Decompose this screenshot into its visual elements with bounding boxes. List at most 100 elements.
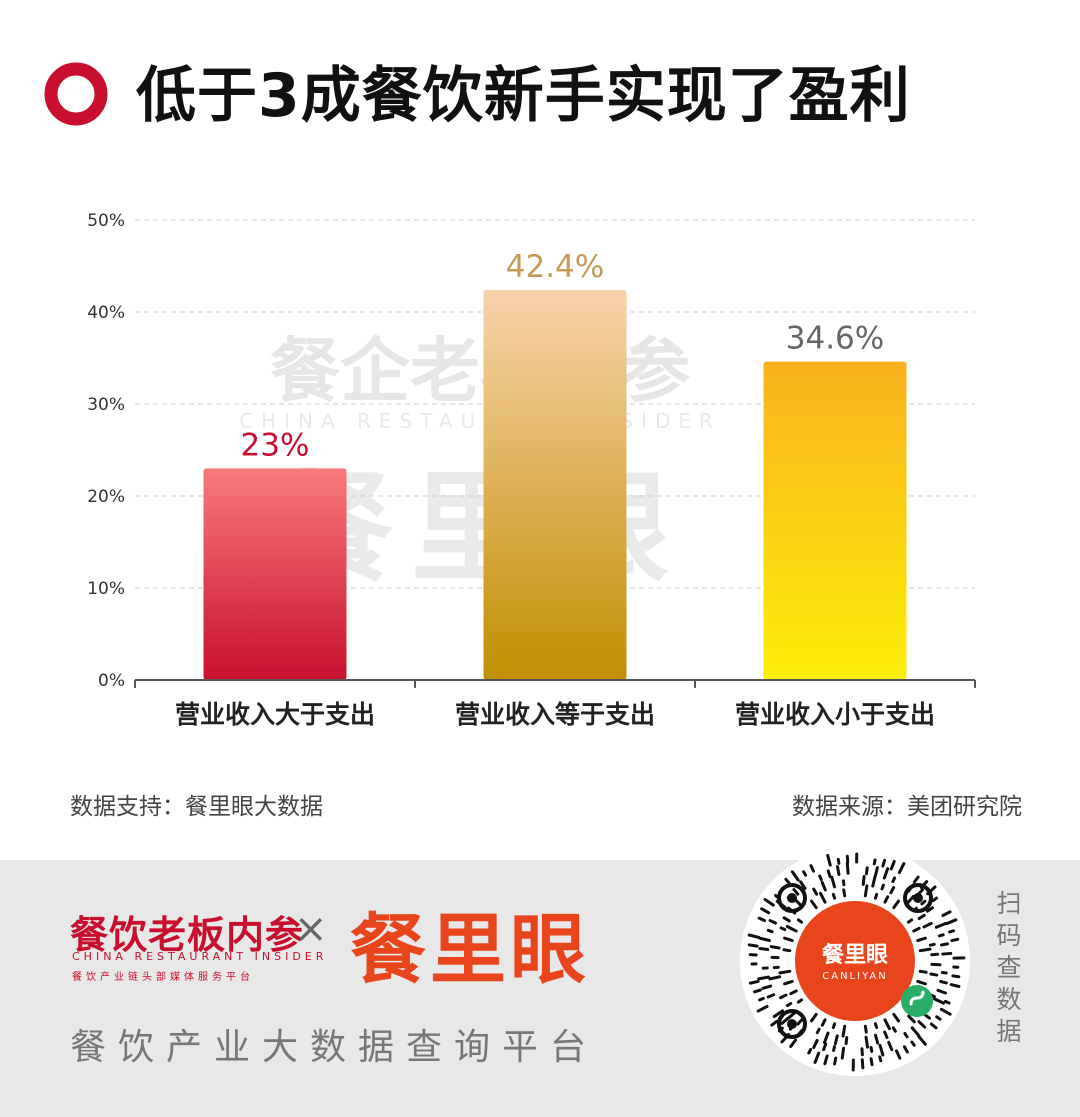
footer-banner: 餐饮老板内参 CHINA RESTAURANT INSIDER 餐饮产业链头部媒… [0, 846, 1080, 1117]
qr-module [940, 942, 949, 947]
bars [203, 289, 907, 680]
scan-to-check-label: 扫码查数据 [996, 889, 1022, 1046]
qr-module [910, 1040, 916, 1047]
qr-module [796, 998, 804, 1004]
qr-module [818, 891, 827, 904]
qr-module [758, 996, 765, 1002]
qr-module [768, 919, 778, 925]
qr-module [826, 869, 832, 879]
bar [483, 289, 627, 680]
qr-center-logo: 餐里眼 CANLIYAN [795, 901, 915, 1021]
qr-module [889, 886, 896, 895]
qr-finder-dot [913, 893, 923, 903]
qr-finder-dot [787, 1019, 797, 1029]
qr-module [756, 1004, 769, 1013]
qr-module [929, 1022, 938, 1030]
bar [763, 361, 907, 680]
qr-center-title: 餐里眼 [821, 943, 888, 968]
qr-module [789, 989, 798, 996]
qr-module [823, 1054, 829, 1066]
qr-module [833, 1034, 839, 1046]
qr-module [802, 870, 808, 877]
qr-module [760, 907, 771, 915]
qr-module [918, 947, 932, 953]
data-label: 23% [241, 427, 310, 463]
data-source-note: 数据来源：美团研究院 [792, 794, 1022, 820]
qr-module [931, 896, 939, 903]
qr-module [922, 921, 933, 929]
qr-module [766, 993, 776, 999]
qr-module [917, 1020, 927, 1029]
qr-module [766, 928, 774, 934]
qr-module [831, 1022, 837, 1030]
qr-module [920, 899, 927, 906]
qr-module [939, 1007, 952, 1016]
brand-logo-english: CHINA RESTAURANT INSIDER [72, 950, 328, 963]
bar-chart: 餐企老板内参 CHINA RESTAURANT INSIDER 餐里眼 0%10… [87, 211, 976, 729]
qr-module [948, 929, 955, 934]
y-tick-label: 30% [87, 395, 125, 415]
qr-module [833, 1056, 838, 1066]
qr-module [864, 866, 869, 876]
qr-module [936, 988, 948, 995]
qr-module [932, 997, 945, 1005]
qr-module [891, 876, 897, 884]
qr-module [897, 862, 906, 875]
qr-module [861, 874, 866, 886]
qr-module [871, 874, 877, 888]
mini-program-qr-code[interactable]: 餐里眼 CANLIYAN [740, 846, 970, 1076]
qr-module [892, 1012, 900, 1023]
brand-logo-text: 餐饮老板内参 [70, 912, 305, 957]
watermark-line2: CHINA RESTAURANT INSIDER [239, 409, 721, 433]
qr-module [783, 979, 794, 986]
qr-module [917, 1035, 927, 1046]
qr-module [869, 1057, 874, 1067]
data-label: 42.4% [506, 249, 604, 285]
qr-module [940, 970, 948, 975]
chart-card: 低于3成餐饮新手实现了盈利 餐企老板内参 CHINA RESTAURANT IN… [44, 61, 1022, 820]
qr-module [768, 975, 782, 981]
qr-module [864, 1035, 869, 1049]
qr-module [863, 884, 869, 898]
qr-module [831, 892, 837, 900]
x-tick-label: 营业收入小于支出 [735, 700, 935, 729]
qr-module [880, 883, 885, 891]
qr-module [758, 947, 770, 952]
qr-module [883, 1030, 889, 1040]
qr-module [778, 969, 792, 975]
qr-module [916, 936, 927, 943]
circle-bullet-icon [44, 62, 108, 126]
qr-module [894, 1049, 902, 1060]
qr-finder-ring [777, 1009, 807, 1039]
qr-module [747, 933, 761, 939]
qr-module [934, 921, 948, 929]
qr-module [782, 916, 791, 923]
y-tick-label: 40% [87, 303, 125, 323]
qr-module [906, 918, 914, 924]
qr-module [812, 1038, 819, 1050]
y-tick-label: 10% [87, 579, 125, 599]
qr-module [841, 879, 846, 887]
qr-module [872, 858, 877, 866]
qr-module [937, 933, 945, 938]
qr-module [939, 980, 948, 985]
qr-module [769, 945, 781, 950]
qr-module [748, 979, 760, 985]
qr-module [945, 918, 958, 926]
qr-module [842, 888, 847, 898]
chart-title: 低于3成餐饮新手实现了盈利 [136, 61, 911, 131]
platform-tagline: 餐饮产业大数据查询平台 [70, 1027, 599, 1068]
qr-module [753, 988, 762, 994]
qr-module [785, 924, 798, 933]
qr-module [810, 899, 818, 910]
qr-module [790, 870, 800, 882]
qr-module [807, 1047, 813, 1055]
qr-module [747, 943, 759, 948]
qr-module [779, 993, 788, 1000]
qr-module [902, 1045, 909, 1054]
y-tick-label: 0% [98, 671, 125, 691]
qr-module [889, 859, 896, 871]
qr-module [903, 1032, 909, 1039]
qr-module [812, 887, 819, 896]
qr-module [799, 880, 807, 890]
